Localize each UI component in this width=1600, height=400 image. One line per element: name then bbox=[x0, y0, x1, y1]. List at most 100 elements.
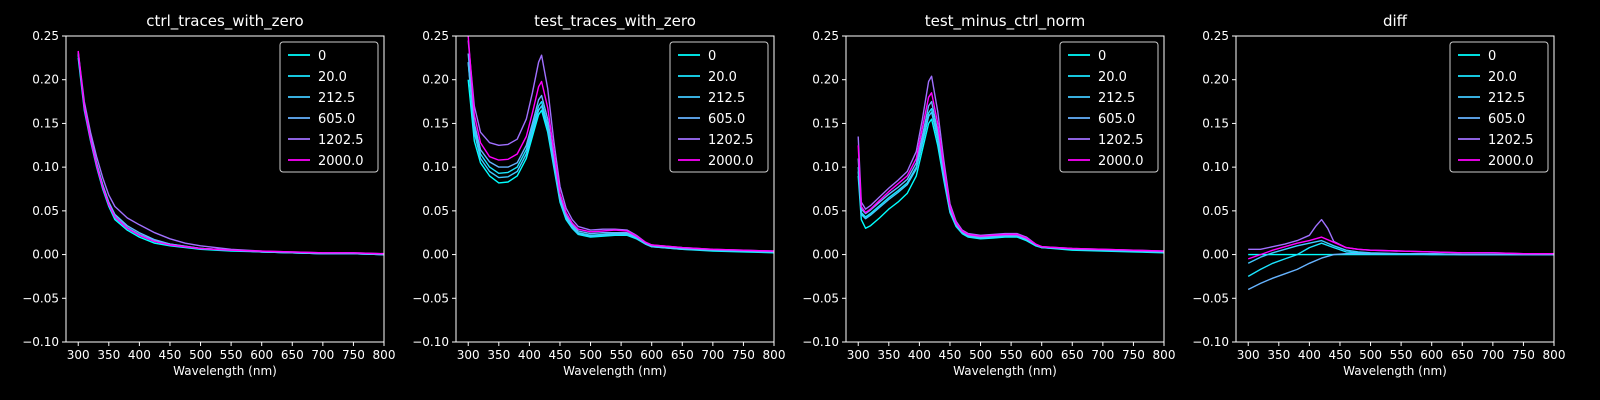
y-tick-label: 0.15 bbox=[1202, 116, 1229, 130]
legend-entry: 212.5 bbox=[318, 91, 355, 106]
x-tick-label: 400 bbox=[908, 348, 931, 362]
legend-entry: 0 bbox=[708, 49, 716, 64]
x-tick-label: 350 bbox=[877, 348, 900, 362]
x-tick-label: 350 bbox=[97, 348, 120, 362]
legend-entry: 212.5 bbox=[1488, 91, 1525, 106]
x-tick-label: 800 bbox=[373, 348, 396, 362]
y-tick-label: 0.20 bbox=[422, 73, 449, 87]
x-tick-label: 600 bbox=[640, 348, 663, 362]
x-tick-label: 750 bbox=[732, 348, 755, 362]
y-tick-label: −0.10 bbox=[1192, 335, 1229, 349]
legend-entry: 2000.0 bbox=[708, 154, 754, 169]
x-tick-label: 700 bbox=[311, 348, 334, 362]
legend-entry: 212.5 bbox=[708, 91, 745, 106]
series-line-3 bbox=[1247, 252, 1554, 291]
y-tick-label: 0.10 bbox=[812, 160, 839, 174]
x-tick-label: 500 bbox=[579, 348, 602, 362]
legend-box bbox=[1449, 41, 1549, 173]
x-tick-label: 800 bbox=[763, 348, 786, 362]
x-tick-label: 500 bbox=[1359, 348, 1382, 362]
y-tick-label: 0.00 bbox=[32, 248, 59, 262]
x-tick-label: 500 bbox=[189, 348, 212, 362]
legend-entry: 1202.5 bbox=[708, 133, 754, 148]
x-tick-label: 650 bbox=[671, 348, 694, 362]
x-tick-label: 300 bbox=[1237, 348, 1260, 362]
x-tick-label: 350 bbox=[1267, 348, 1290, 362]
legend-entry: 605.0 bbox=[1488, 112, 1525, 127]
x-tick-label: 300 bbox=[457, 348, 480, 362]
legend-box bbox=[279, 41, 379, 173]
legend-entry: 1202.5 bbox=[1098, 133, 1144, 148]
series-line-5 bbox=[857, 92, 1164, 252]
y-tick-label: 0.15 bbox=[812, 116, 839, 130]
x-tick-label: 450 bbox=[549, 348, 572, 362]
legend: 0 20.0 212.5 605.0 1202.5 2000.0 bbox=[1449, 41, 1549, 173]
y-tick-label: −0.05 bbox=[802, 291, 839, 305]
y-tick-label: 0.10 bbox=[32, 160, 59, 174]
y-tick-label: 0.00 bbox=[1202, 248, 1229, 262]
series-line-2 bbox=[467, 62, 774, 253]
x-tick-label: 350 bbox=[487, 348, 510, 362]
legend-box bbox=[669, 41, 769, 173]
y-tick-label: 0.25 bbox=[422, 29, 449, 43]
y-tick-label: 0.25 bbox=[32, 29, 59, 43]
x-tick-label: 450 bbox=[159, 348, 182, 362]
legend-entry: 2000.0 bbox=[1098, 154, 1144, 169]
x-tick-label: 400 bbox=[518, 348, 541, 362]
legend-box bbox=[1059, 41, 1159, 173]
legend-entry: 20.0 bbox=[318, 70, 347, 85]
series-group bbox=[467, 36, 774, 254]
series-line-4 bbox=[1248, 218, 1554, 255]
series-line-5 bbox=[1247, 236, 1554, 260]
legend-entry: 1202.5 bbox=[1488, 133, 1534, 148]
x-tick-label: 800 bbox=[1543, 348, 1566, 362]
y-tick-label: −0.10 bbox=[22, 335, 59, 349]
legend: 0 20.0 212.5 605.0 1202.5 2000.0 bbox=[279, 41, 379, 173]
legend-entry: 0 bbox=[1098, 49, 1106, 64]
y-tick-label: 0.00 bbox=[812, 248, 839, 262]
x-tick-label: 750 bbox=[1122, 348, 1145, 362]
y-tick-label: 0.15 bbox=[422, 116, 449, 130]
x-axis-label: Wavelength (nm) bbox=[563, 364, 667, 378]
legend-entry: 0 bbox=[1488, 49, 1496, 64]
y-tick-label: 0.05 bbox=[32, 204, 59, 218]
series-line-3 bbox=[467, 53, 774, 253]
y-tick-label: 0.05 bbox=[812, 204, 839, 218]
y-tick-label: 0.15 bbox=[32, 116, 59, 130]
x-tick-label: 400 bbox=[1298, 348, 1321, 362]
x-tick-label: 300 bbox=[847, 348, 870, 362]
series-group bbox=[77, 50, 384, 256]
series-line-5 bbox=[467, 36, 774, 252]
x-tick-label: 450 bbox=[1329, 348, 1352, 362]
plot-frame bbox=[65, 35, 385, 343]
legend-entry: 212.5 bbox=[1098, 91, 1135, 106]
x-tick-label: 650 bbox=[1451, 348, 1474, 362]
plot-frame bbox=[1235, 35, 1555, 343]
x-tick-label: 550 bbox=[610, 348, 633, 362]
chart-title: ctrl_traces_with_zero bbox=[146, 12, 303, 31]
x-axis-label: Wavelength (nm) bbox=[173, 364, 277, 378]
y-tick-label: −0.10 bbox=[802, 335, 839, 349]
chart-title: test_traces_with_zero bbox=[534, 12, 696, 31]
legend-entry: 605.0 bbox=[1098, 112, 1135, 127]
legend-entry: 2000.0 bbox=[318, 154, 364, 169]
y-tick-label: 0.20 bbox=[812, 73, 839, 87]
x-tick-label: 750 bbox=[342, 348, 365, 362]
x-tick-label: 450 bbox=[939, 348, 962, 362]
x-tick-label: 550 bbox=[220, 348, 243, 362]
x-tick-label: 700 bbox=[1091, 348, 1114, 362]
x-tick-label: 700 bbox=[701, 348, 724, 362]
x-axis-label: Wavelength (nm) bbox=[953, 364, 1057, 378]
legend-entry: 20.0 bbox=[1098, 70, 1127, 85]
y-tick-label: 0.05 bbox=[1202, 204, 1229, 218]
x-tick-label: 500 bbox=[969, 348, 992, 362]
chart-title: diff bbox=[1383, 12, 1408, 30]
legend: 0 20.0 212.5 605.0 1202.5 2000.0 bbox=[1059, 41, 1159, 173]
x-tick-label: 600 bbox=[250, 348, 273, 362]
y-tick-label: −0.10 bbox=[412, 335, 449, 349]
legend-entry: 605.0 bbox=[708, 112, 745, 127]
legend-entry: 20.0 bbox=[1488, 70, 1517, 85]
x-tick-label: 600 bbox=[1420, 348, 1443, 362]
legend: 0 20.0 212.5 605.0 1202.5 2000.0 bbox=[669, 41, 769, 173]
